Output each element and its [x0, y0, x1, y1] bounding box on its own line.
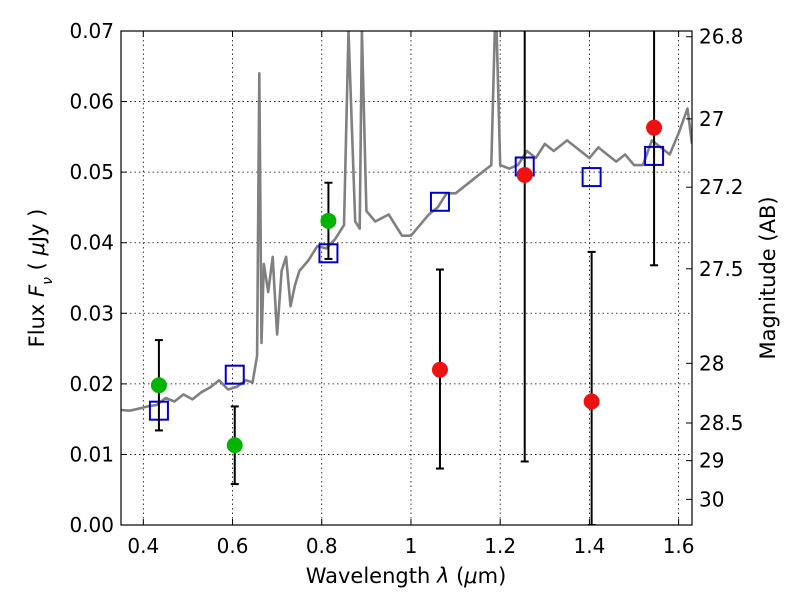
- y2-tick-label: 26.8: [699, 25, 744, 49]
- y-tick-label: 0.06: [69, 90, 114, 114]
- detections-point: [320, 212, 337, 229]
- x-tick-label: 1.2: [484, 534, 516, 558]
- y2-tick-label: 27.2: [699, 175, 744, 199]
- y2-axis-label: Magnitude (AB): [756, 196, 780, 359]
- y2-tick-label: 27.5: [699, 257, 744, 281]
- non-detections-point: [516, 166, 533, 183]
- model-photometry-point: [429, 191, 450, 212]
- y2-tick-label: 27: [699, 107, 724, 131]
- y-tick-label: 0.02: [69, 372, 114, 396]
- y-axis-label: Flux Fν ( μJy ): [25, 209, 56, 348]
- y-tick-label: 0.04: [69, 231, 114, 255]
- non-detections-point: [583, 393, 600, 410]
- plot-area: [121, 31, 692, 525]
- x-tick-label: 0.4: [127, 534, 159, 558]
- model-photometry-point: [581, 167, 602, 188]
- y-tick-label: 0.00: [69, 513, 114, 537]
- plot-frame: [120, 30, 693, 526]
- y-tick-label: 0.05: [69, 160, 114, 184]
- y2-tick-label: 28.5: [699, 411, 744, 435]
- non-detections-point: [431, 361, 448, 378]
- x-tick-label: 0.6: [217, 534, 249, 558]
- y2-tick-label: 30: [699, 487, 724, 511]
- y-tick-label: 0.03: [69, 301, 114, 325]
- detections-point: [150, 377, 167, 394]
- detections-point: [226, 437, 243, 454]
- non-detections-point: [646, 119, 663, 136]
- y-tick-label: 0.01: [69, 442, 114, 466]
- axis-ticks: 0.4 0.6 0.8 1 1.2 1.4 1.6 0.00 0.01 0.02 0.03 0.04 0…: [69, 19, 743, 558]
- x-tick-label: 0.8: [306, 534, 338, 558]
- y-tick-label: 0.07: [69, 19, 114, 43]
- y2-tick-label: 29: [699, 449, 724, 473]
- y2-tick-label: 28: [699, 351, 724, 375]
- model-photometry-point: [224, 364, 245, 385]
- x-tick-label: 1.4: [573, 534, 605, 558]
- x-axis-label: Wavelength λ (μm): [306, 564, 507, 588]
- x-tick-label: 1.6: [663, 534, 695, 558]
- grid: [121, 30, 692, 526]
- model-spectrum-line: [121, 31, 692, 413]
- x-tick-label: 1: [405, 534, 418, 558]
